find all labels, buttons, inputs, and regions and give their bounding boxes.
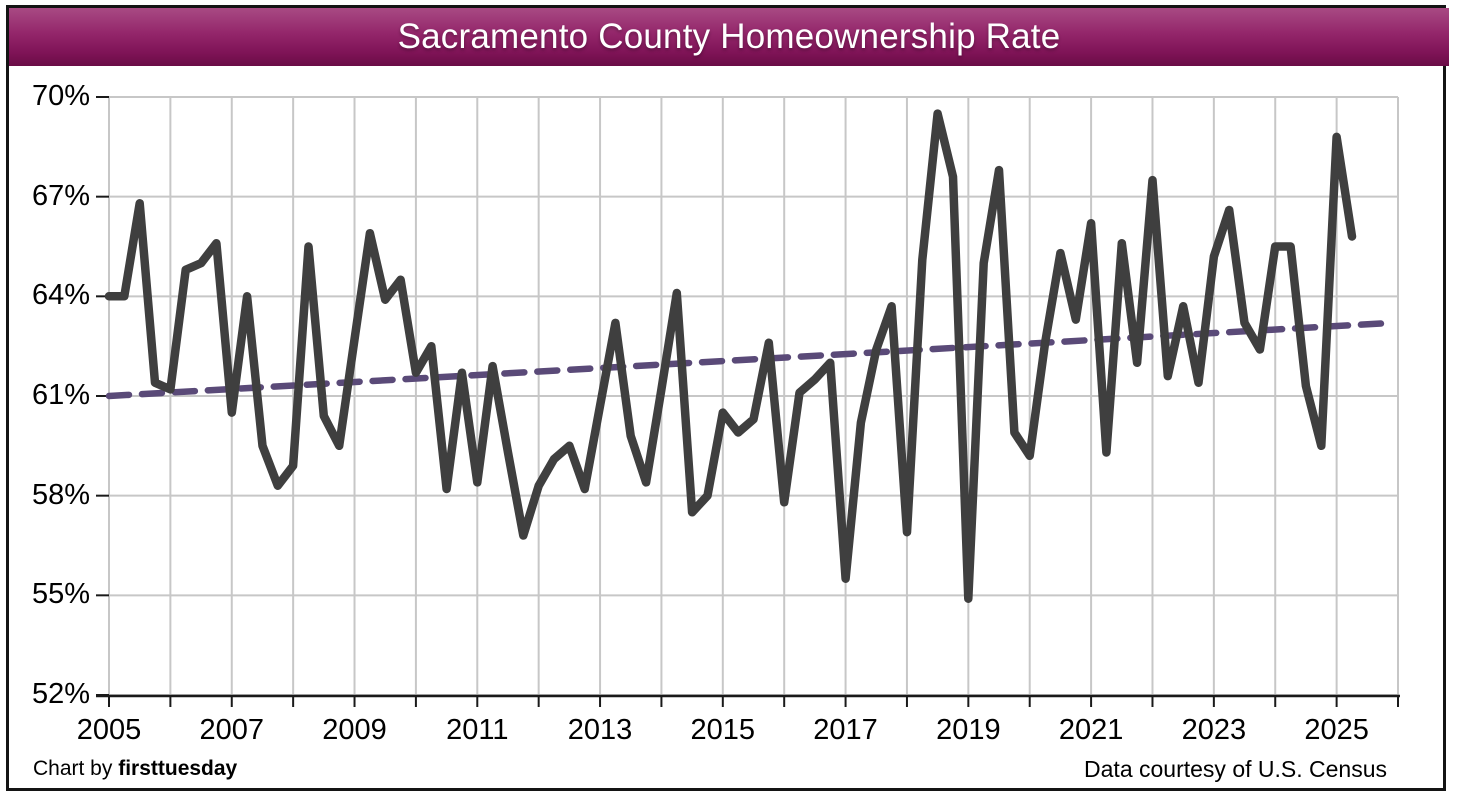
chart-frame [6, 5, 1446, 791]
y-axis-label: 70% [31, 80, 90, 112]
y-axis-label: 67% [31, 179, 90, 212]
credit-brand: firsttuesday [118, 757, 238, 780]
y-axis-label: 52% [31, 678, 90, 710]
y-axis-label: 64% [31, 279, 90, 312]
x-axis-label: 2019 [936, 714, 1001, 746]
y-axis-label: 61% [31, 379, 90, 411]
chart-title: Sacramento County Homeownership Rate [397, 17, 1061, 56]
credit-prefix: Chart by [33, 757, 119, 780]
x-axis-label: 2021 [1058, 714, 1124, 746]
x-axis-label: 2009 [322, 714, 387, 746]
chart-title-bar: Sacramento County Homeownership Rate [9, 8, 1449, 66]
x-axis-label: 2023 [1181, 714, 1247, 746]
y-axis-label: 55% [31, 578, 90, 611]
y-axis-label: 58% [31, 478, 90, 511]
x-axis-label: 2005 [76, 714, 142, 746]
x-axis-label: 2013 [567, 714, 633, 746]
x-axis-label: 2017 [813, 714, 878, 746]
x-axis-label: 2025 [1304, 714, 1369, 746]
x-axis-label: 2015 [690, 714, 756, 746]
credit-source: Data courtesy of U.S. Census [1084, 756, 1387, 782]
x-axis-label: 2011 [446, 714, 509, 746]
homeownership-rate-line [104, 109, 1357, 603]
credit-byline: Chart by firsttuesday [33, 757, 237, 781]
x-axis-label: 2007 [199, 714, 264, 746]
